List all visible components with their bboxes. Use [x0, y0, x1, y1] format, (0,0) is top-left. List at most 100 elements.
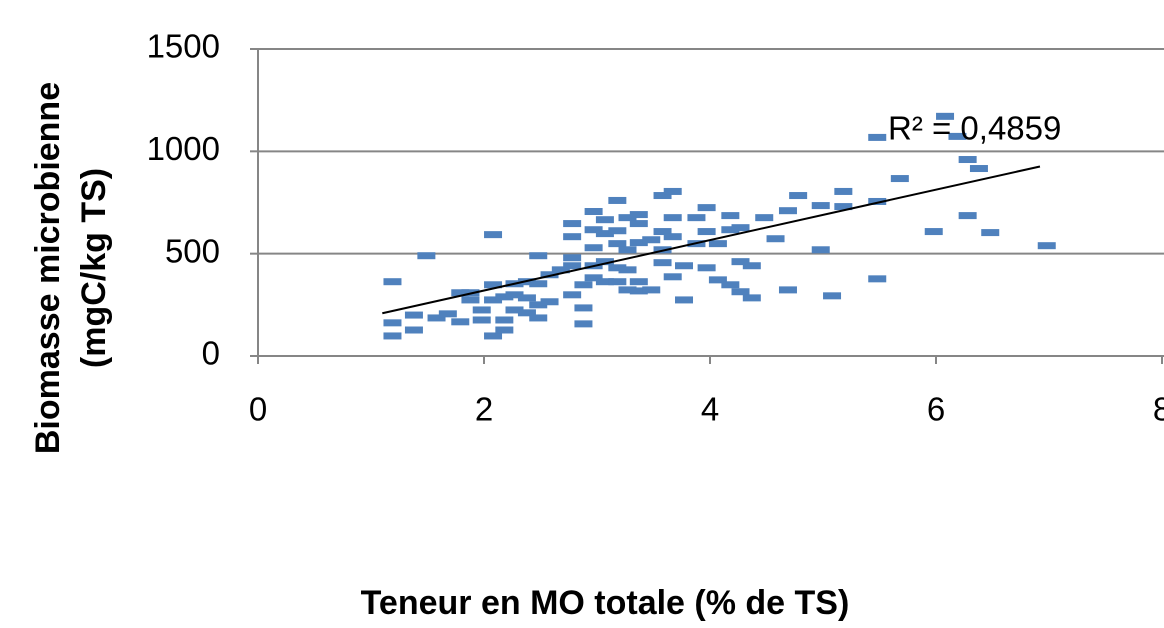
y-tick-label: 1500: [147, 28, 220, 65]
point: [653, 192, 672, 200]
point: [584, 226, 603, 234]
point: [663, 233, 682, 241]
point: [811, 202, 830, 210]
x-tick-label: 0: [249, 391, 267, 428]
point: [629, 239, 648, 247]
point: [868, 133, 887, 141]
point: [618, 246, 637, 254]
point: [721, 212, 740, 220]
point: [495, 316, 514, 324]
point: [663, 187, 682, 195]
point: [495, 293, 514, 301]
point: [608, 264, 627, 272]
point: [834, 187, 853, 195]
point: [451, 318, 470, 326]
point: [461, 296, 480, 304]
point: [766, 235, 785, 243]
point: [721, 281, 740, 289]
point: [574, 304, 593, 312]
point: [868, 197, 887, 205]
point: [383, 332, 402, 340]
point: [563, 220, 582, 228]
point: [438, 310, 457, 318]
y-axis-title-line: (mgC/kg TS): [75, 168, 113, 368]
point: [584, 274, 603, 282]
point: [969, 165, 988, 173]
point: [563, 262, 582, 270]
x-tick-label: 4: [701, 391, 719, 428]
point: [472, 316, 491, 324]
y-tick-label: 0: [202, 335, 220, 372]
point: [505, 306, 524, 314]
annotation: R² = 0,4859: [888, 110, 1061, 147]
point: [383, 278, 402, 286]
point: [427, 314, 446, 322]
point: [584, 244, 603, 252]
point: [595, 216, 614, 224]
point: [948, 132, 967, 140]
point: [540, 298, 559, 306]
point: [789, 192, 808, 200]
point: [608, 278, 627, 286]
point: [890, 175, 909, 183]
point: [731, 288, 750, 296]
point: [653, 259, 672, 267]
point: [404, 311, 423, 319]
x-tick-label: 8: [1153, 391, 1164, 428]
point: [451, 289, 470, 297]
point: [697, 204, 716, 212]
point: [823, 292, 842, 300]
point: [642, 286, 661, 294]
point: [924, 228, 943, 236]
point: [958, 156, 977, 164]
point: [629, 220, 648, 228]
point: [595, 230, 614, 238]
y-axis-title-line: Biomasse microbienne: [29, 82, 67, 454]
point: [563, 291, 582, 299]
point: [755, 214, 774, 222]
point: [629, 287, 648, 295]
point: [675, 262, 694, 270]
point: [618, 286, 637, 294]
point: [868, 275, 887, 283]
point: [721, 226, 740, 234]
point: [563, 233, 582, 241]
x-axis-title: Teneur en MO totale (% de TS): [361, 584, 850, 622]
y-tick-label: 1000: [147, 130, 220, 167]
point: [529, 314, 548, 322]
point: [529, 301, 548, 309]
point: [584, 208, 603, 216]
point: [629, 211, 648, 219]
x-tick-label: 2: [475, 391, 493, 428]
y-tick-label: 500: [165, 232, 220, 269]
point: [540, 271, 559, 279]
point: [472, 306, 491, 314]
point: [404, 326, 423, 334]
x-tick-label: 6: [927, 391, 945, 428]
point: [608, 240, 627, 248]
point: [517, 309, 536, 317]
point: [608, 227, 627, 235]
point: [495, 326, 514, 334]
point: [731, 224, 750, 232]
point: [484, 296, 503, 304]
point: [778, 286, 797, 294]
point: [663, 214, 682, 222]
point: [653, 228, 672, 236]
point: [697, 264, 716, 272]
point: [618, 214, 637, 222]
point: [675, 296, 694, 304]
point: [731, 258, 750, 266]
point: [697, 228, 716, 236]
point: [505, 291, 524, 299]
y-axis-title: Biomasse microbienne (mgC/kg TS): [29, 82, 113, 454]
point: [708, 276, 727, 284]
point: [1037, 242, 1056, 250]
point: [742, 262, 761, 270]
point: [687, 214, 706, 222]
point: [663, 273, 682, 281]
point: [936, 112, 955, 120]
point: [811, 246, 830, 254]
point: [484, 231, 503, 239]
point: [574, 320, 593, 328]
